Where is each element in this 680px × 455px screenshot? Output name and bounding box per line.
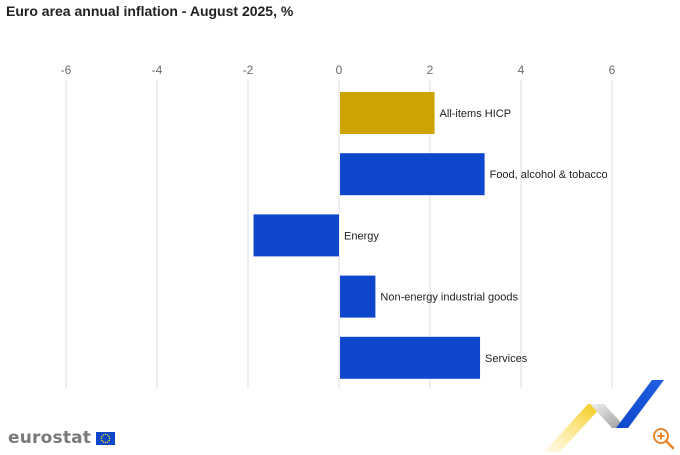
bar[interactable]: [340, 336, 481, 379]
bar-labels: All-items HICP Food, alcohol & tobacco Ene…: [344, 108, 608, 365]
x-tick-label: -6: [61, 63, 72, 77]
axis-tick-labels: -6 -4 -2 0 2 4 6: [61, 63, 616, 77]
eurostat-ribbon-icon: [544, 380, 664, 452]
zoom-in-icon[interactable]: [651, 426, 675, 450]
category-label: Food, alcohol & tobacco: [490, 169, 608, 181]
bar[interactable]: [340, 153, 485, 196]
category-label: Energy: [344, 230, 379, 242]
x-tick-label: 6: [609, 63, 616, 77]
chart-title: Euro area annual inflation - August 2025…: [6, 3, 294, 19]
bar[interactable]: [340, 275, 376, 318]
category-label: Services: [485, 353, 528, 365]
x-tick-label: 0: [336, 63, 343, 77]
category-label: Non-energy industrial goods: [380, 292, 518, 304]
x-tick-label: -2: [243, 63, 254, 77]
x-tick-label: 2: [427, 63, 434, 77]
bars: [253, 92, 485, 379]
eu-flag-icon: [96, 431, 116, 445]
category-label: All-items HICP: [440, 108, 512, 120]
brand-name: eurostat: [8, 428, 92, 448]
eurostat-logo: eurostat: [8, 428, 116, 448]
bar[interactable]: [340, 92, 435, 134]
x-tick-label: 4: [518, 63, 525, 77]
bar[interactable]: [253, 214, 339, 257]
x-tick-label: -4: [152, 63, 163, 77]
